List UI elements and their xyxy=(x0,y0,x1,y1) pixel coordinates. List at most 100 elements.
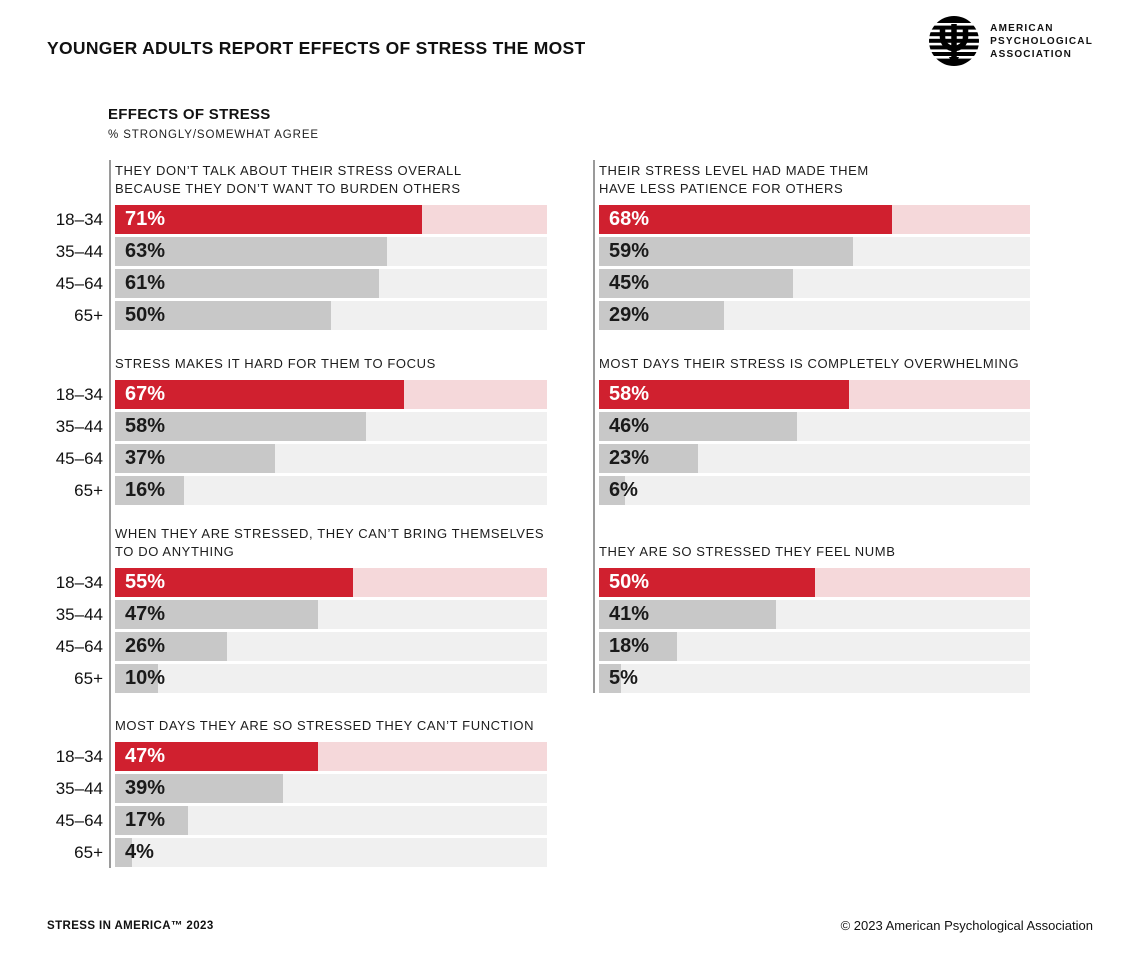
bar-value-label: 45% xyxy=(609,271,650,294)
bar-value-label: 5% xyxy=(609,666,638,689)
bar-row: 23% xyxy=(599,444,1030,473)
bar-value-label: 58% xyxy=(609,382,650,405)
apa-logo-line2: PSYCHOLOGICAL xyxy=(990,35,1093,47)
age-group-label: 35–44 xyxy=(55,417,103,436)
bar-row: 68% xyxy=(599,205,1030,234)
bar-row: 71% xyxy=(115,205,547,234)
bar-row: 6% xyxy=(599,476,1030,505)
bar-value-label: 26% xyxy=(125,634,166,657)
age-group-label: 65+ xyxy=(74,669,103,688)
bar-value-label: 61% xyxy=(125,271,166,294)
chart-group-title: THEIR STRESS LEVEL HAD MADE THEM HAVE LE… xyxy=(599,163,869,196)
chart-group-title: THEY ARE SO STRESSED THEY FEEL NUMB xyxy=(599,544,896,559)
apa-logo-line3: ASSOCIATION xyxy=(990,48,1073,60)
age-group-label: 35–44 xyxy=(55,605,103,624)
bar-fill xyxy=(599,444,699,473)
bar-fill xyxy=(599,412,798,441)
bar-row: 46% xyxy=(599,412,1030,441)
bar-value-label: 18% xyxy=(609,634,650,657)
bar-fill xyxy=(599,600,776,629)
bar-row: 47% xyxy=(115,600,547,629)
bar-fill xyxy=(115,380,405,409)
bar-value-label: 55% xyxy=(125,570,166,593)
age-group-label: 65+ xyxy=(74,481,103,500)
bar-track xyxy=(115,664,547,693)
apa-logo-line1: AMERICAN xyxy=(990,22,1054,34)
age-group-label: 65+ xyxy=(74,843,103,862)
bar-track xyxy=(599,664,1030,693)
bar-fill xyxy=(599,664,621,693)
bar-fill xyxy=(599,269,793,298)
age-group-label: 18–34 xyxy=(55,573,103,592)
bar-fill xyxy=(115,632,228,661)
page-title: YOUNGER ADULTS REPORT EFFECTS OF STRESS … xyxy=(47,38,586,58)
bar-value-label: 37% xyxy=(125,446,166,469)
bar-value-label: 68% xyxy=(609,207,650,230)
age-group-label: 18–34 xyxy=(55,747,103,766)
bar-value-label: 46% xyxy=(609,414,650,437)
apa-logo: AMERICAN PSYCHOLOGICAL ASSOCIATION xyxy=(928,15,1093,67)
bar-fill xyxy=(115,838,133,867)
bar-row: 45% xyxy=(599,269,1030,298)
bar-value-label: 63% xyxy=(125,239,166,262)
chart-group-title: STRESS MAKES IT HARD FOR THEM TO FOCUS xyxy=(115,356,436,371)
bar-fill xyxy=(115,205,422,234)
bar-value-label: 6% xyxy=(609,478,638,501)
bar-value-label: 29% xyxy=(609,303,650,326)
age-group-label: 45–64 xyxy=(55,274,103,293)
bar-row: 63% xyxy=(115,237,547,266)
bar-fill xyxy=(599,301,724,330)
bar-fill xyxy=(599,205,893,234)
age-group-label: 45–64 xyxy=(55,449,103,468)
bar-fill xyxy=(599,476,625,505)
bar-row: 18% xyxy=(599,632,1030,661)
bar-fill xyxy=(115,476,185,505)
bar-fill xyxy=(115,237,388,266)
bar-value-label: 47% xyxy=(125,744,166,767)
bar-value-label: 58% xyxy=(125,414,166,437)
bar-row: 17% xyxy=(115,806,547,835)
apa-logo-text: AMERICAN PSYCHOLOGICAL ASSOCIATION xyxy=(990,22,1093,61)
age-group-label: 45–64 xyxy=(55,637,103,656)
axis-line-left xyxy=(109,160,111,868)
age-group-label: 45–64 xyxy=(55,811,103,830)
age-group-label: 35–44 xyxy=(55,779,103,798)
axis-line-right xyxy=(593,160,595,693)
bar-fill xyxy=(115,742,319,771)
bar-row: 26% xyxy=(115,632,547,661)
bar-value-label: 17% xyxy=(125,808,166,831)
bar-fill xyxy=(115,444,275,473)
bar-value-label: 50% xyxy=(125,303,166,326)
chart-group-title: MOST DAYS THEY ARE SO STRESSED THEY CAN’… xyxy=(115,718,535,733)
age-group-label: 18–34 xyxy=(55,210,103,229)
bar-row: 41% xyxy=(599,600,1030,629)
bar-row: 61% xyxy=(115,269,547,298)
footer-source: STRESS IN AMERICA™ 2023 xyxy=(47,920,214,932)
bar-value-label: 16% xyxy=(125,478,166,501)
bar-fill xyxy=(115,806,189,835)
bar-fill xyxy=(115,269,379,298)
bar-row: 50% xyxy=(115,301,547,330)
bar-value-label: 71% xyxy=(125,207,166,230)
bar-fill xyxy=(115,412,366,441)
bar-value-label: 67% xyxy=(125,382,166,405)
bar-value-label: 47% xyxy=(125,602,166,625)
bar-row: 37% xyxy=(115,444,547,473)
age-group-label: 65+ xyxy=(74,306,103,325)
bar-value-label: 4% xyxy=(125,840,154,863)
bar-row: 50% xyxy=(599,568,1030,597)
bar-row: 29% xyxy=(599,301,1030,330)
bar-row: 16% xyxy=(115,476,547,505)
bar-value-label: 41% xyxy=(609,602,650,625)
bar-row: 58% xyxy=(115,412,547,441)
apa-logo-mark xyxy=(929,16,980,66)
bar-row: 39% xyxy=(115,774,547,803)
bar-track xyxy=(115,476,547,505)
bar-row: 4% xyxy=(115,838,547,867)
bar-row: 59% xyxy=(599,237,1030,266)
bar-fill xyxy=(599,632,677,661)
bar-fill xyxy=(115,600,319,629)
bar-fill xyxy=(599,380,849,409)
chart-group-title: WHEN THEY ARE STRESSED, THEY CAN’T BRING… xyxy=(115,526,545,559)
chart-section-heading: EFFECTS OF STRESS xyxy=(108,106,271,123)
